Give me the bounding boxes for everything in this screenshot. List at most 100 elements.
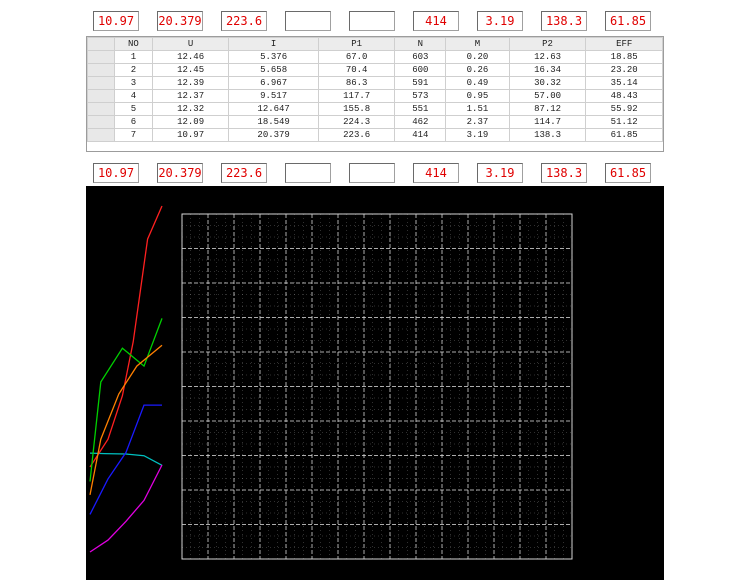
table-cell: 223.6 [317, 128, 396, 142]
row-selector-header [87, 37, 115, 51]
readout-bottom-p1: 223.6 [221, 163, 267, 183]
column-header: NO [114, 37, 153, 51]
readout-top-eff: 61.85 [605, 11, 651, 31]
column-header: I [228, 37, 319, 51]
table-cell: 87.12 [508, 102, 587, 116]
row-selector[interactable] [87, 76, 115, 90]
readout-top-i: 20.379 [157, 11, 203, 31]
readout-top-p2: 138.3 [541, 11, 587, 31]
row-selector[interactable] [87, 102, 115, 116]
table-cell: 35.14 [585, 76, 663, 90]
table-cell: 70.4 [317, 63, 396, 77]
table-cell: 6 [114, 115, 153, 129]
table-cell: 117.7 [317, 89, 396, 103]
table-cell: 20.379 [228, 128, 319, 142]
table-row[interactable]: 1 12.46 5.376 67.0 603 0.20 12.63 18.85 [87, 50, 663, 64]
column-header: EFF [585, 37, 663, 51]
table-cell: 5.658 [228, 63, 319, 77]
table-row[interactable]: 7 10.97 20.379 223.6 414 3.19 138.3 61.85 [87, 128, 663, 142]
table-cell: 10.97 [151, 128, 230, 142]
table-cell: 600 [394, 63, 447, 77]
table-cell: 12.37 [151, 89, 230, 103]
table-row[interactable]: 5 12.32 12.647 155.8 551 1.51 87.12 55.92 [87, 102, 663, 116]
table-cell: 57.00 [508, 89, 587, 103]
table-cell: 0.20 [445, 50, 510, 64]
readout-bottom-p2: 138.3 [541, 163, 587, 183]
readout-bottom-n: 414 [413, 163, 459, 183]
table-row[interactable]: 3 12.39 6.967 86.3 591 0.49 30.32 35.14 [87, 76, 663, 90]
readout-top-blank-2 [349, 11, 395, 31]
table-cell: 18.85 [585, 50, 663, 64]
column-header: M [445, 37, 510, 51]
readout-bottom-m: 3.19 [477, 163, 523, 183]
table-cell: 155.8 [317, 102, 396, 116]
chart-canvas [89, 205, 573, 560]
row-selector[interactable] [87, 63, 115, 77]
column-header: U [151, 37, 230, 51]
table-cell: 551 [394, 102, 447, 116]
table-cell: 114.7 [508, 115, 587, 129]
measurement-table: NO U I P1 N M P2 EFF 1 12.46 5.376 67.0 603 0… [86, 36, 664, 152]
table-cell: 61.85 [585, 128, 663, 142]
readout-bottom-u: 10.97 [93, 163, 139, 183]
row-selector[interactable] [87, 89, 115, 103]
readout-top-blank-1 [285, 11, 331, 31]
table-cell: 603 [394, 50, 447, 64]
table-cell: 5 [114, 102, 153, 116]
table-cell: 12.46 [151, 50, 230, 64]
row-selector[interactable] [87, 50, 115, 64]
readout-bottom-i: 20.379 [157, 163, 203, 183]
series-line-u [89, 452, 163, 466]
table-cell: 591 [394, 76, 447, 90]
readout-top-n: 414 [413, 11, 459, 31]
table-cell: 0.26 [445, 63, 510, 77]
performance-chart [86, 186, 664, 580]
table-cell: 16.34 [508, 63, 587, 77]
readout-bottom-blank-2 [349, 163, 395, 183]
table-cell: 48.43 [585, 89, 663, 103]
column-header: N [394, 37, 447, 51]
table-cell: 2 [114, 63, 153, 77]
readout-bottom-eff: 61.85 [605, 163, 651, 183]
table-cell: 414 [394, 128, 447, 142]
table-cell: 2.37 [445, 115, 510, 129]
table-cell: 51.12 [585, 115, 663, 129]
table-cell: 12.32 [151, 102, 230, 116]
row-selector[interactable] [87, 128, 115, 142]
readout-top-m: 3.19 [477, 11, 523, 31]
table-cell: 1 [114, 50, 153, 64]
table-cell: 0.95 [445, 89, 510, 103]
table-cell: 3.19 [445, 128, 510, 142]
table-cell: 573 [394, 89, 447, 103]
table-row[interactable]: 6 12.09 18.549 224.3 462 2.37 114.7 51.12 [87, 115, 663, 129]
table-cell: 3 [114, 76, 153, 90]
table-cell: 5.376 [228, 50, 319, 64]
readout-top-u: 10.97 [93, 11, 139, 31]
table-row[interactable]: 4 12.37 9.517 117.7 573 0.95 57.00 48.43 [87, 89, 663, 103]
readout-top-p1: 223.6 [221, 11, 267, 31]
series-line-eff [89, 344, 163, 496]
table-cell: 86.3 [317, 76, 396, 90]
column-header: P1 [317, 37, 396, 51]
series-line-p2 [89, 464, 163, 553]
series-line-n [89, 318, 163, 482]
readout-bottom-blank-1 [285, 163, 331, 183]
table-cell: 6.967 [228, 76, 319, 90]
table-header-row: NO U I P1 N M P2 EFF [87, 37, 663, 51]
table-row[interactable]: 2 12.45 5.658 70.4 600 0.26 16.34 23.20 [87, 63, 663, 77]
table-cell: 55.92 [585, 102, 663, 116]
table-cell: 1.51 [445, 102, 510, 116]
table-cell: 462 [394, 115, 447, 129]
column-header: P2 [508, 37, 587, 51]
table-cell: 18.549 [228, 115, 319, 129]
table-cell: 9.517 [228, 89, 319, 103]
table-cell: 12.647 [228, 102, 319, 116]
table-cell: 138.3 [508, 128, 587, 142]
table-cell: 0.49 [445, 76, 510, 90]
table-cell: 4 [114, 89, 153, 103]
table-cell: 12.09 [151, 115, 230, 129]
table-cell: 12.45 [151, 63, 230, 77]
series-line-p1 [89, 404, 162, 515]
row-selector[interactable] [87, 115, 115, 129]
table-cell: 23.20 [585, 63, 663, 77]
